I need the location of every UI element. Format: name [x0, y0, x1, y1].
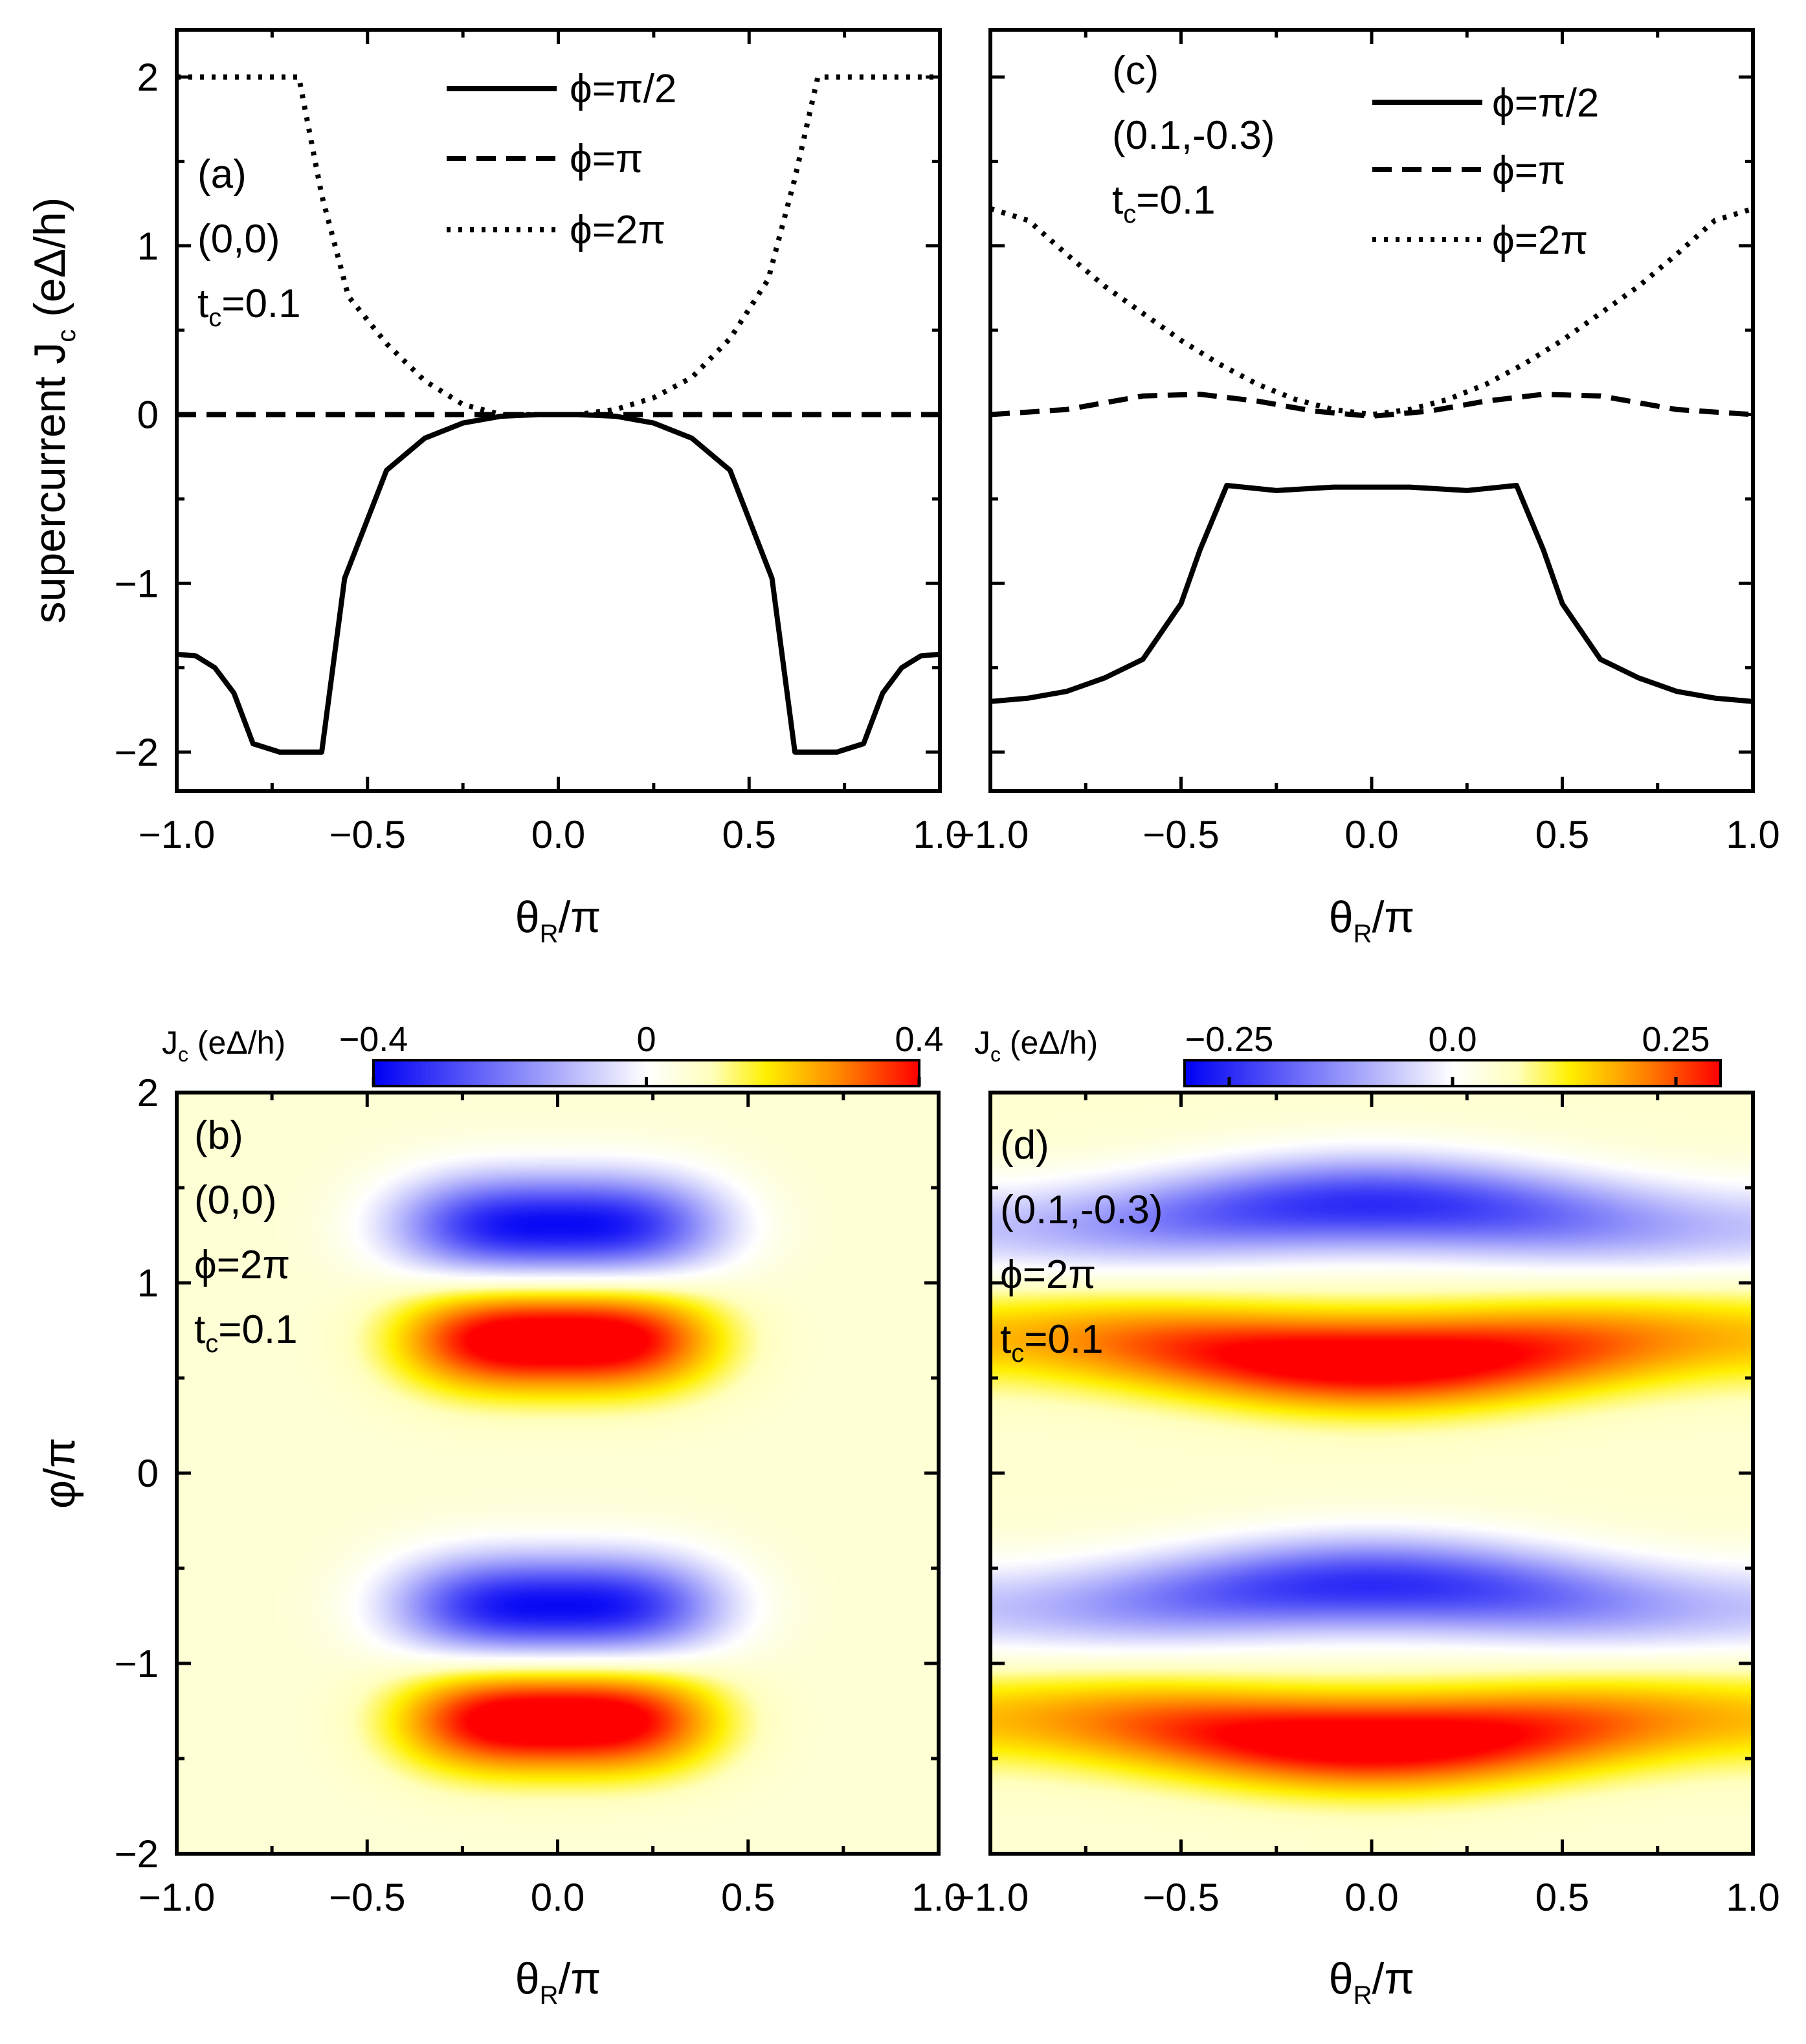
y-tick-label: 1: [137, 225, 159, 268]
panel-c-x-ticks: −1.0 −0.5 0.0 0.5 1.0: [952, 30, 1780, 856]
y-tick-label: 0: [137, 394, 159, 437]
legend-label-phi-2pi: ϕ=2π: [1492, 218, 1588, 263]
legend-label-phi-pi: ϕ=π: [1492, 148, 1566, 193]
x-tick-label: 0.5: [722, 813, 776, 856]
panel-c-series: [989, 206, 1754, 704]
panel-a-x-ticks: −1.0 −0.5 0.0 0.5 1.0: [139, 30, 967, 856]
panel-d-label: (d): [1000, 1123, 1049, 1168]
x-tick-label: 0.0: [531, 813, 585, 856]
y-tick-label: 1: [137, 1261, 159, 1305]
x-tick-label: 1.0: [913, 813, 966, 856]
y-tick-label: 0: [137, 1452, 159, 1495]
panel-a-y-axis-label: supercurrent Jc (eΔ/h): [25, 197, 81, 624]
panel-d-y-ticks: [990, 1091, 1753, 1856]
panel-c-y-ticks: [990, 75, 1753, 754]
panel-a-x-axis-label: θR/π: [515, 893, 601, 948]
panel-c-x-axis-label: θR/π: [1329, 893, 1415, 948]
series-line-dotted: [177, 74, 940, 417]
x-tick-label: 0.0: [531, 1876, 585, 1919]
x-tick-label: −1.0: [952, 1876, 1029, 1919]
colorbar-tick-label: 0.0: [1428, 1020, 1477, 1059]
y-tick-label: 2: [137, 56, 159, 99]
y-tick-label: −2: [115, 731, 159, 774]
panel-d-x-axis-label: θR/π: [1329, 1954, 1415, 2010]
series-line-dashed: [990, 392, 1754, 419]
y-tick-label: −2: [115, 1832, 159, 1876]
x-tick-label: −0.5: [329, 813, 406, 856]
panel-d-heatmap: −1.0 −0.5 0.0 0.5 1.0 −0.25 0.0 0.25 Jc (eΔ/h)…: [952, 1020, 1780, 2010]
panel-c-label: (c): [1112, 49, 1159, 93]
panel-d-heatmap-image: [990, 1093, 1753, 1854]
series-line-solid: [176, 412, 941, 755]
panel-c-tc: tc=0.1: [1112, 178, 1216, 228]
x-tick-label: 1.0: [1726, 1876, 1779, 1919]
x-tick-label: 0.0: [1344, 813, 1398, 856]
legend-label-phi-pi: ϕ=π: [570, 137, 643, 181]
panel-b-x-ticks: −1.0 −0.5 0.0 0.5 1.0: [139, 1093, 966, 1919]
panel-b-heatmap: −1.0 −0.5 0.0 0.5 1.0 −2 −1 0 1 2 −0.4 0 0.4 Jc (e…: [35, 1020, 966, 2010]
panel-b-params: (0,0): [194, 1178, 276, 1223]
panel-b-tc: tc=0.1: [194, 1307, 298, 1358]
x-tick-label: 0.5: [1535, 1876, 1589, 1919]
y-tick-label: −1: [115, 562, 159, 605]
panel-d-tc: tc=0.1: [1000, 1317, 1104, 1368]
x-tick-label: 1.0: [1726, 813, 1779, 856]
colorbar-tick-label: 0: [636, 1020, 656, 1059]
panel-c-legend: ϕ=π/2 ϕ=π ϕ=2π: [1372, 81, 1599, 263]
panel-a-frame: [175, 28, 942, 793]
panel-c-line-chart: −1.0 −0.5 0.0 0.5 1.0 ϕ=π/2 ϕ=π ϕ=2π (c) (0.…: [952, 28, 1780, 948]
panel-b-label: (b): [194, 1113, 243, 1158]
panel-b-x-axis-label: θR/π: [515, 1954, 601, 2010]
x-tick-label: 0.0: [1344, 1876, 1398, 1919]
panel-b-heatmap-image: [177, 1093, 939, 1854]
colorbar-tick-label: −0.25: [1185, 1020, 1274, 1059]
panel-d-colorbar-label: Jc (eΔ/h): [974, 1025, 1098, 1066]
panel-d-params: (0.1,-0.3): [1000, 1188, 1163, 1232]
series-line-dotted: [989, 206, 1754, 417]
x-tick-label: 0.5: [721, 1876, 775, 1919]
y-tick-label: 2: [137, 1071, 159, 1115]
panel-a-label: (a): [197, 152, 247, 197]
panel-a-legend: ϕ=π/2 ϕ=π ϕ=2π: [447, 67, 676, 252]
x-tick-label: −0.5: [329, 1876, 405, 1919]
legend-label-phi-half-pi: ϕ=π/2: [1492, 81, 1599, 126]
panel-d-x-ticks: −1.0 −0.5 0.0 0.5 1.0: [952, 1093, 1780, 1919]
colorbar-tick-label: −0.4: [339, 1020, 408, 1059]
panel-a-params: (0,0): [197, 217, 280, 261]
panel-a-line-chart: −1.0 −0.5 0.0 0.5 1.0 −2 −1 0 1 2 ϕ=π/2 ϕ=π ϕ=2π…: [25, 28, 967, 948]
x-tick-label: −1.0: [952, 813, 1029, 856]
legend-label-phi-2pi: ϕ=2π: [570, 208, 665, 252]
panel-c-params: (0.1,-0.3): [1112, 113, 1275, 158]
colorbar-tick-label: 0.4: [895, 1020, 943, 1059]
series-line-solid: [990, 483, 1754, 704]
colorbar-tick-label: 0.25: [1642, 1020, 1710, 1059]
panel-b-colorbar-label: Jc (eΔ/h): [162, 1025, 285, 1066]
panel-d-colorbar-ticks: −0.25 0.0 0.25: [1185, 1020, 1710, 1086]
panel-a-series: [176, 74, 941, 755]
panel-d-phi: ϕ=2π: [1000, 1252, 1096, 1297]
x-tick-label: −1.0: [139, 1876, 215, 1919]
panel-b-colorbar-ticks: −0.4 0 0.4: [339, 1020, 944, 1086]
legend-label-phi-half-pi: ϕ=π/2: [570, 67, 676, 111]
x-tick-label: −1.0: [139, 813, 215, 856]
x-tick-label: 1.0: [911, 1876, 965, 1919]
panel-a-y-ticks: −2 −1 0 1 2: [115, 56, 940, 774]
panel-a-tc: tc=0.1: [197, 282, 301, 332]
x-tick-label: −0.5: [1143, 813, 1219, 856]
panel-b-y-ticks: −2 −1 0 1 2: [115, 1071, 939, 1876]
x-tick-label: −0.5: [1143, 1876, 1219, 1919]
panel-b-phi: ϕ=2π: [194, 1243, 290, 1287]
panel-b-y-axis-label: φ/π: [35, 1438, 84, 1509]
y-tick-label: −1: [115, 1642, 159, 1685]
x-tick-label: 0.5: [1535, 813, 1589, 856]
